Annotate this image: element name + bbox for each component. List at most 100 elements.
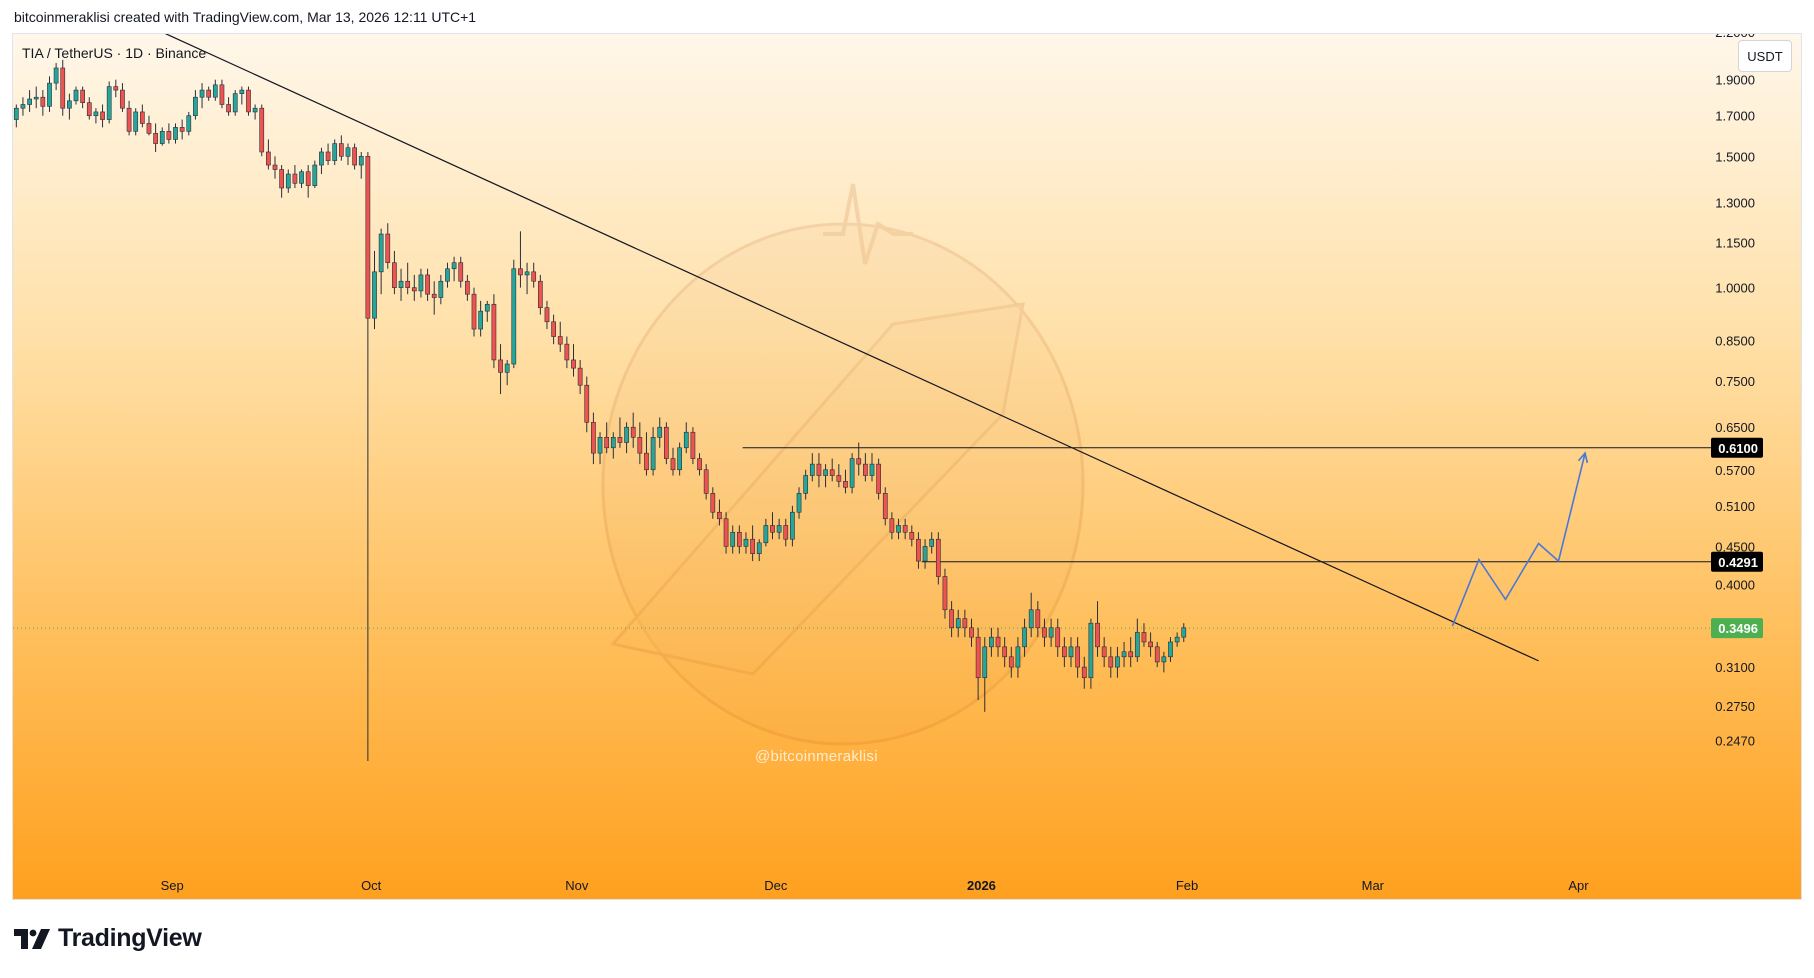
candle-body xyxy=(498,359,503,373)
trendline-group xyxy=(165,34,1539,662)
candle-body xyxy=(637,437,643,454)
candle-body xyxy=(1068,646,1074,658)
candle-body xyxy=(431,293,437,298)
candle-body xyxy=(246,89,251,113)
x-tick-label: Feb xyxy=(1176,878,1198,893)
candle-body xyxy=(352,147,357,166)
price-chart[interactable]: 2.2000 1.9000 1.7000 1.5000 1.3000 1.1500 1.00… xyxy=(13,34,1802,900)
candle-body xyxy=(909,531,915,540)
candle-body xyxy=(829,469,835,476)
arrow-shape xyxy=(610,302,1025,676)
candle-body xyxy=(173,127,178,140)
level-badge-label: 0.6100 xyxy=(1718,441,1758,456)
tiger-watermark-icon xyxy=(601,183,1085,746)
candle-body xyxy=(279,169,285,189)
candle-body xyxy=(1095,622,1100,648)
candle-body xyxy=(697,458,702,471)
candle-body xyxy=(876,463,881,494)
price-badges: 0.6100 0.4291 0.3496 xyxy=(1711,437,1763,639)
candle-body xyxy=(1008,656,1014,668)
candle-body xyxy=(544,307,550,323)
y-tick-label: 1.5000 xyxy=(1715,149,1755,164)
candle-body xyxy=(504,363,510,373)
candle-body xyxy=(53,67,59,84)
candle-body xyxy=(929,538,935,547)
candle-body xyxy=(358,155,364,166)
y-tick-label: 1.9000 xyxy=(1715,73,1755,88)
candle-body xyxy=(345,147,351,157)
y-tick-label: 1.0000 xyxy=(1715,281,1755,296)
symbol-title[interactable]: TIA / TetherUS · 1D · Binance xyxy=(22,45,207,61)
candle-body xyxy=(531,271,537,282)
candle-body xyxy=(372,271,377,319)
candle-body xyxy=(949,609,954,629)
currency-button[interactable]: USDT xyxy=(1738,40,1792,72)
candle-body xyxy=(425,274,430,295)
candle-body xyxy=(942,576,948,611)
candle-body xyxy=(40,96,46,107)
candle-body xyxy=(484,303,490,312)
candle-body xyxy=(159,131,165,144)
candle-body xyxy=(524,271,530,276)
candle-body xyxy=(1081,666,1087,679)
candle-body xyxy=(882,493,888,520)
x-tick-label: Dec xyxy=(764,878,788,893)
last-price-badge-box xyxy=(1711,618,1763,639)
y-tick-label: 0.4500 xyxy=(1715,539,1755,554)
candle-body xyxy=(955,618,961,629)
candle-body xyxy=(763,525,769,544)
candle-body xyxy=(199,89,205,98)
y-tick-label: 0.5700 xyxy=(1715,463,1755,478)
chart-pane[interactable]: 2.2000 1.9000 1.7000 1.5000 1.3000 1.1500 1.00… xyxy=(12,33,1802,900)
candle-body xyxy=(982,646,988,679)
candle-body xyxy=(1181,627,1187,638)
projection-path xyxy=(1451,452,1586,627)
candle-body xyxy=(1002,646,1008,658)
candle-body xyxy=(604,437,610,449)
candle-body xyxy=(869,463,875,476)
candle-body xyxy=(338,143,344,157)
candle-body xyxy=(67,100,72,109)
candle-body xyxy=(571,359,576,369)
candle-body xyxy=(20,104,26,109)
candle-body xyxy=(816,463,822,476)
candle-body xyxy=(551,321,556,337)
x-tick-label: 2026 xyxy=(967,878,996,893)
y-tick-label: 2.2000 xyxy=(1715,34,1755,40)
candle-body xyxy=(1042,627,1047,638)
candle-body xyxy=(1088,622,1094,679)
candle-body xyxy=(60,67,66,109)
candle-body xyxy=(1141,632,1147,643)
candle-body xyxy=(644,452,649,471)
candle-body xyxy=(206,89,212,98)
candle-body xyxy=(100,111,105,120)
x-axis-ticks: Sep Oct Nov Dec 2026 Feb Mar Apr xyxy=(161,878,1590,893)
candle-body xyxy=(989,636,994,648)
candle-body xyxy=(650,437,656,471)
candle-body xyxy=(803,475,809,494)
candle-body xyxy=(796,493,802,513)
brand-name: TradingView xyxy=(58,924,202,952)
candle-body xyxy=(93,111,99,117)
x-tick-label: Sep xyxy=(161,878,184,893)
candle-body xyxy=(166,131,172,140)
candle-body xyxy=(597,437,603,454)
candle-body xyxy=(564,343,570,361)
watermark-handle: @bitcoinmeraklisi xyxy=(755,748,878,765)
candle-body xyxy=(790,511,795,540)
y-axis-ticks: 2.2000 1.9000 1.7000 1.5000 1.3000 1.1500 1.00… xyxy=(1715,34,1755,749)
candle-body xyxy=(743,538,749,547)
candle-body xyxy=(1015,646,1021,668)
candle-body xyxy=(1075,646,1080,668)
chart-header-caption: bitcoinmeraklisi created with TradingVie… xyxy=(14,9,477,25)
candle-body xyxy=(624,426,629,443)
candle-body xyxy=(126,107,132,132)
candle-body xyxy=(312,164,318,186)
candle-body xyxy=(677,447,682,471)
candle-body xyxy=(73,89,79,102)
projection-arrowhead xyxy=(1577,451,1589,464)
candle-body xyxy=(120,89,125,109)
candle-body xyxy=(392,262,397,288)
candle-body xyxy=(139,111,145,124)
pulse-shape xyxy=(823,183,913,265)
